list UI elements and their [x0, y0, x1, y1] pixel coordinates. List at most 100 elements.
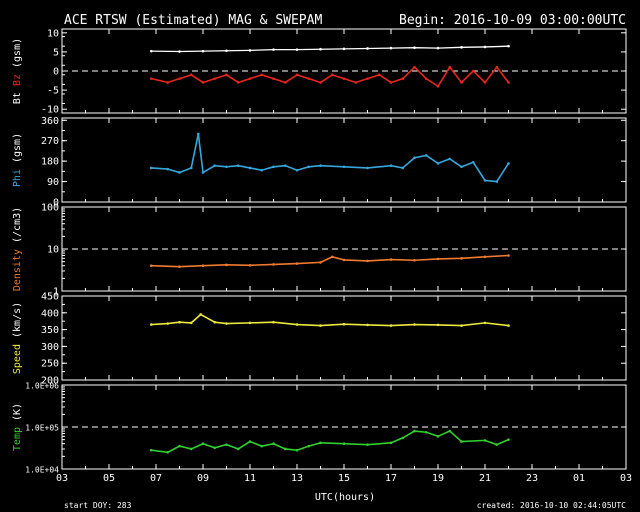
x-tick-label: 01 [573, 473, 585, 484]
y-axis-label-part: (K) [12, 403, 23, 427]
y-tick-label-phi: 90 [47, 177, 59, 188]
data-point-phi [424, 154, 428, 157]
data-point-density [330, 255, 334, 259]
data-point-bz [460, 81, 463, 84]
y-axis-label-part: Phi [12, 169, 23, 187]
y-tick-label-mag: -5 [47, 86, 59, 97]
x-tick-label: 23 [526, 473, 538, 484]
data-point-temp [178, 444, 181, 448]
data-point-temp [283, 447, 287, 451]
data-point-density [248, 263, 252, 267]
y-axis-label-part: Bz [12, 74, 23, 92]
x-tick-label: 19 [432, 473, 444, 484]
y-tick-label-phi: 360 [41, 116, 59, 127]
data-point-speed [436, 323, 440, 327]
data-point-bz [495, 65, 499, 69]
data-point-phi [189, 166, 193, 170]
data-point-density [436, 257, 440, 261]
data-point-phi [495, 180, 499, 183]
data-point-bt [389, 46, 393, 50]
data-point-phi [483, 179, 487, 182]
data-point-temp [295, 448, 299, 452]
data-point-bz [424, 77, 428, 80]
y-tick-label-speed: 200 [41, 376, 59, 387]
y-tick-label-temp: 1.0E+04 [25, 466, 59, 475]
y-axis-label-part: Density [12, 249, 23, 291]
x-tick-label: 03 [620, 473, 632, 484]
data-point-bz [330, 73, 334, 77]
data-point-bz [413, 65, 416, 69]
data-point-phi [201, 171, 205, 174]
data-point-phi [507, 162, 510, 165]
data-point-phi [248, 166, 252, 170]
data-point-phi [401, 166, 405, 170]
y-tick-label-mag: 5 [53, 47, 59, 58]
created-timestamp: created: 2016-10-10 02:44:05UTC [477, 501, 626, 510]
y-tick-label-temp: 1.0E+06 [25, 382, 59, 391]
data-point-phi [342, 165, 346, 169]
y-tick-label-density: 10 [47, 245, 59, 256]
data-point-bt [507, 44, 510, 48]
y-axis-label-density: Density (/cm3) [12, 207, 23, 291]
data-point-temp [225, 443, 228, 446]
data-point-temp [236, 447, 240, 451]
x-tick-label: 11 [244, 473, 256, 484]
data-point-bz [507, 81, 510, 84]
data-point-phi [413, 156, 416, 160]
data-point-bt [150, 49, 153, 53]
data-point-speed [272, 320, 275, 324]
x-tick-label: 05 [103, 473, 115, 484]
data-point-phi [260, 168, 264, 172]
data-point-phi [448, 157, 452, 161]
data-point-density [413, 258, 416, 262]
data-point-bz [213, 77, 217, 80]
y-tick-label-speed: 450 [41, 292, 59, 303]
y-tick-label-mag: 0 [53, 67, 59, 78]
data-point-temp [272, 442, 275, 446]
data-point-temp [150, 448, 153, 452]
data-point-speed [166, 322, 170, 325]
data-point-temp [366, 443, 369, 446]
data-point-temp [424, 430, 428, 434]
data-point-density [460, 257, 463, 260]
data-point-density [389, 258, 393, 261]
begin-time: Begin: 2016-10-09 03:00:00UTC [399, 13, 626, 28]
data-point-phi [225, 165, 228, 169]
y-tick-label-phi: 270 [41, 136, 59, 147]
data-point-bz [283, 81, 287, 84]
data-point-speed [389, 324, 393, 327]
data-point-bz [260, 73, 264, 77]
y-tick-label-mag: 10 [47, 28, 59, 39]
data-point-speed [150, 323, 153, 326]
data-point-bz [319, 81, 322, 84]
data-point-temp [189, 447, 193, 451]
data-point-speed [189, 321, 193, 325]
data-point-bt [178, 50, 181, 53]
y-axis-label-speed: Speed (km/s) [12, 302, 23, 374]
data-point-bz [307, 77, 311, 80]
data-point-bz [189, 73, 193, 77]
data-point-density [507, 254, 510, 257]
data-point-bt [366, 47, 369, 50]
data-point-temp [342, 442, 346, 446]
data-point-bz [248, 77, 252, 80]
data-point-bz [377, 73, 381, 77]
data-point-phi [213, 164, 217, 167]
y-tick-label-mag: -10 [41, 105, 59, 116]
data-point-bt [295, 48, 299, 51]
data-point-bz [389, 81, 393, 84]
data-point-speed [507, 324, 510, 327]
data-point-density [225, 263, 228, 267]
data-point-phi [295, 168, 299, 172]
data-point-bz [342, 77, 346, 80]
data-point-bt [483, 45, 487, 49]
data-point-speed [295, 323, 299, 326]
y-tick-label-phi: 0 [53, 198, 59, 209]
data-point-bz [436, 84, 440, 88]
x-tick-label: 13 [291, 473, 303, 484]
data-point-phi [389, 164, 393, 167]
data-point-bz [354, 81, 358, 84]
data-point-bt [342, 47, 346, 51]
data-point-bz [366, 77, 369, 80]
